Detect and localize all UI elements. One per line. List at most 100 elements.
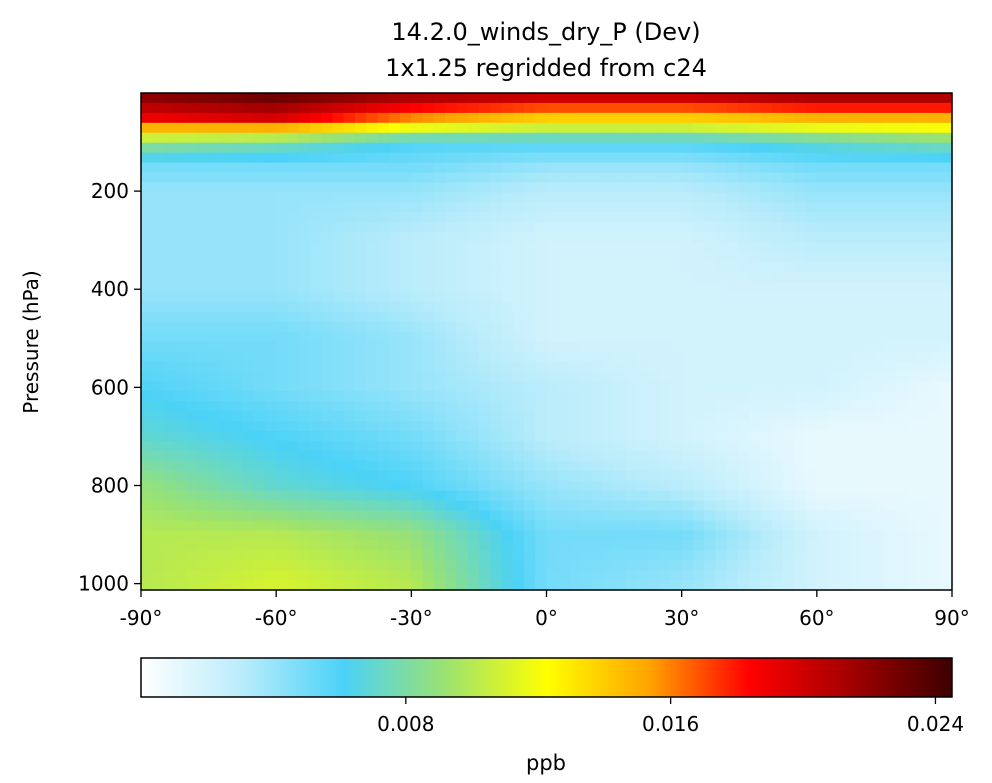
heatmap-cell [918, 242, 931, 253]
heatmap-cell [478, 530, 491, 541]
heatmap-cell [433, 500, 446, 512]
heatmap-cell [771, 142, 784, 154]
heatmap-cell [309, 301, 322, 313]
heatmap-cell [163, 172, 176, 184]
heatmap-cell [625, 321, 638, 333]
heatmap-cell [726, 421, 739, 432]
heatmap-cell [546, 331, 559, 343]
heatmap-cell [231, 460, 243, 472]
heatmap-cell [659, 411, 671, 422]
heatmap-cell [715, 470, 728, 482]
heatmap-cell [692, 162, 705, 174]
heatmap-cell [433, 580, 446, 591]
heatmap-cell [309, 242, 322, 253]
heatmap-cell [163, 460, 176, 472]
heatmap-cell [737, 570, 750, 581]
heatmap-cell [298, 361, 311, 372]
heatmap-cell [670, 490, 683, 502]
heatmap-cell [783, 182, 795, 193]
heatmap-cell [152, 440, 165, 452]
heatmap-cell [388, 421, 401, 432]
heatmap-cell [208, 530, 221, 541]
heatmap-cell [670, 570, 683, 581]
heatmap-cell [614, 222, 626, 233]
heatmap-cell [918, 271, 931, 283]
heatmap-cell [343, 212, 356, 223]
heatmap-cell [276, 421, 289, 432]
heatmap-cell [580, 540, 593, 551]
heatmap-cell [355, 530, 367, 541]
heatmap-cell [816, 460, 829, 472]
heatmap-cell [208, 490, 221, 502]
heatmap-cell [388, 242, 401, 253]
heatmap-cell [839, 192, 852, 203]
heatmap-cell [433, 411, 446, 422]
heatmap-cell [456, 351, 469, 362]
heatmap-cell [569, 371, 581, 382]
heatmap-cell [309, 281, 322, 293]
heatmap-cell [388, 192, 401, 203]
heatmap-cell [828, 450, 840, 462]
heatmap-cell [681, 580, 694, 591]
heatmap-cell [287, 112, 300, 124]
heatmap-cell [602, 112, 615, 124]
heatmap-cell [253, 430, 266, 442]
heatmap-cell [321, 122, 334, 134]
heatmap-cell [805, 172, 818, 184]
heatmap-cell [535, 430, 548, 442]
heatmap-cell [512, 122, 525, 134]
heatmap-cell [906, 361, 919, 372]
x-tick-label: -30° [390, 606, 433, 630]
heatmap-cell [355, 331, 367, 343]
heatmap-cell [253, 112, 266, 124]
heatmap-cell [163, 252, 176, 263]
heatmap-cell [490, 311, 503, 323]
heatmap-cell [400, 381, 412, 392]
heatmap-cell [152, 460, 165, 472]
heatmap-cell [219, 361, 232, 372]
heatmap-cell [253, 490, 266, 502]
heatmap-cell [152, 351, 165, 362]
heatmap-cell [659, 321, 671, 333]
heatmap-cell [546, 550, 559, 561]
heatmap-cell [580, 182, 593, 193]
heatmap-cell [771, 311, 784, 323]
heatmap-cell [929, 162, 942, 174]
heatmap-cell [873, 520, 886, 531]
heatmap-cell [264, 401, 277, 412]
heatmap-cell [231, 311, 243, 323]
heatmap-cell [861, 291, 874, 303]
heatmap-cell [839, 391, 852, 402]
heatmap-cell [231, 271, 243, 283]
heatmap-cell [737, 261, 750, 273]
heatmap-cell [422, 450, 435, 462]
heatmap-cell [332, 440, 345, 452]
heatmap-cell [749, 411, 762, 422]
y-tick-label: 400 [91, 277, 129, 301]
heatmap-cell [940, 152, 953, 164]
heatmap-cell [884, 192, 897, 203]
heatmap-cell [895, 271, 908, 283]
heatmap-cell [760, 500, 773, 512]
heatmap-cell [377, 291, 390, 303]
heatmap-cell [141, 550, 153, 561]
heatmap-cell [208, 132, 221, 144]
heatmap-cell [783, 271, 795, 283]
heatmap-cell [625, 480, 638, 492]
heatmap-cell [929, 440, 942, 452]
heatmap-cell [850, 550, 863, 561]
heatmap-cell [186, 401, 198, 412]
heatmap-cell [388, 252, 401, 263]
heatmap-cell [557, 172, 570, 184]
heatmap-cell [873, 212, 886, 223]
heatmap-cell [490, 281, 503, 293]
heatmap-cell [715, 252, 728, 263]
heatmap-cell [737, 142, 750, 154]
heatmap-cell [726, 520, 739, 531]
heatmap-cell [614, 530, 626, 541]
heatmap-cell [478, 331, 491, 343]
heatmap-cell [715, 112, 728, 124]
heatmap-cell [445, 112, 457, 124]
heatmap-cell [884, 232, 897, 243]
heatmap-cell [546, 440, 559, 452]
